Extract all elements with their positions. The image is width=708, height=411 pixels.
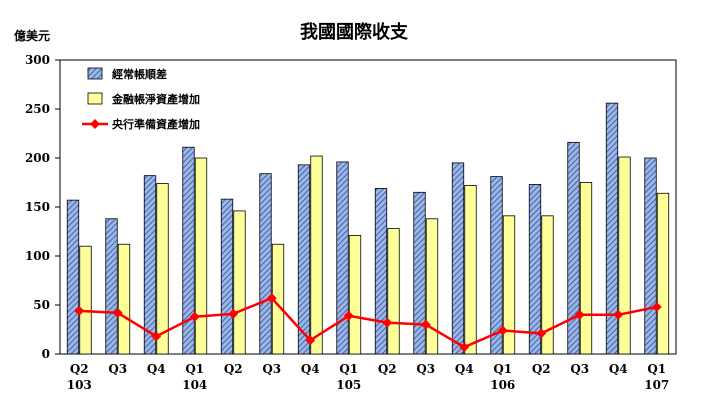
bar-current-account [490,176,503,355]
x-tick-label: Q1 [185,362,204,376]
line-point [189,311,200,322]
line-point [343,310,354,321]
y-tick-label: 200 [25,151,50,165]
x-tick-label: Q1 [493,362,512,376]
line-point [497,325,508,336]
line-point [420,319,431,330]
legend-swatch [87,67,103,80]
x-tick-label: Q2 [224,362,243,376]
y-tick-label: 250 [25,102,50,116]
bar-financial-account [387,228,400,355]
legend-label: 央行準備資產增加 [112,117,200,131]
line-point [459,342,470,353]
x-tick-label: Q2 [378,362,397,376]
legend-label: 經常帳順差 [112,67,167,81]
bar-financial-account [541,215,554,355]
y-tick-label: 300 [25,53,50,67]
x-year-label: 105 [336,378,361,392]
line-point [266,293,277,304]
bar-current-account [451,162,465,355]
line-point [228,308,239,319]
x-tick-label: Q4 [609,362,628,376]
line-point [382,317,393,328]
line-point [651,302,662,312]
x-year-label: 107 [644,378,669,392]
bar-current-account [259,173,272,355]
line-point [574,309,585,320]
bar-current-account [413,191,426,355]
bar-financial-account [156,183,169,355]
x-year-label: 104 [182,378,207,392]
x-year-label: 103 [67,378,92,392]
line-layer [74,293,662,353]
x-tick-label: Q2 [532,362,551,376]
bar-financial-account [348,235,362,355]
bar-financial-account [79,245,92,355]
x-year-label: 106 [490,378,515,392]
x-tick-label: Q3 [570,362,589,376]
bar-current-account [297,164,311,355]
bar-current-account [220,198,234,355]
bar-current-account [605,102,619,355]
bar-financial-account [656,192,670,355]
bar-current-account [182,146,195,355]
bar-current-account [374,187,388,355]
line-point [536,328,547,339]
bar-current-account [567,141,580,355]
x-tick-label: Q3 [262,362,281,376]
bar-financial-account [502,215,516,355]
chart-title: 我國國際收支 [300,21,409,43]
x-tick-label: Q3 [416,362,435,376]
bar-current-account [528,184,542,355]
x-tick-label: Q2 [70,362,89,376]
x-tick-label: Q1 [647,362,666,376]
line-point [151,331,162,342]
bar-financial-account [117,243,131,355]
line-point [305,335,316,346]
x-tick-label: Q4 [301,362,320,376]
bar-current-account [143,175,157,355]
y-tick-label: 100 [25,249,50,263]
bar-current-account [105,218,118,355]
y-axis: 0 50 100 150 200 250 300 [25,53,60,361]
y-tick-label: 0 [42,347,50,361]
legend-label: 金融帳淨資產增加 [111,92,200,106]
x-tick-label: Q4 [147,362,166,376]
line-reserve-assets [79,296,657,349]
bar-financial-account [194,157,208,355]
bar-current-account [644,157,657,355]
bar-financial-account [579,182,593,355]
y-tick-label: 150 [25,200,50,214]
bar-financial-account [464,185,477,355]
line-point [613,309,624,320]
x-tick-label: Q4 [455,362,474,376]
bars-layer [66,102,670,355]
bar-financial-account [425,218,439,355]
bar-current-account [66,199,80,355]
bar-current-account [336,161,349,355]
y-axis-unit-label: 億美元 [14,28,50,43]
legend-swatch [87,92,103,105]
x-tick-label: Q3 [108,362,127,376]
bar-financial-account [233,210,246,355]
y-tick-label: 50 [33,298,50,312]
x-tick-label: Q1 [339,362,358,376]
legend-marker [90,119,100,129]
bar-financial-account [310,155,323,355]
x-axis: Q2 103 Q3 Q4 Q1 104 Q2 Q3 Q4 Q1 105 Q2 Q3 Q4 Q1 106 Q2 Q3… [67,362,670,392]
bar-financial-account [618,156,631,355]
